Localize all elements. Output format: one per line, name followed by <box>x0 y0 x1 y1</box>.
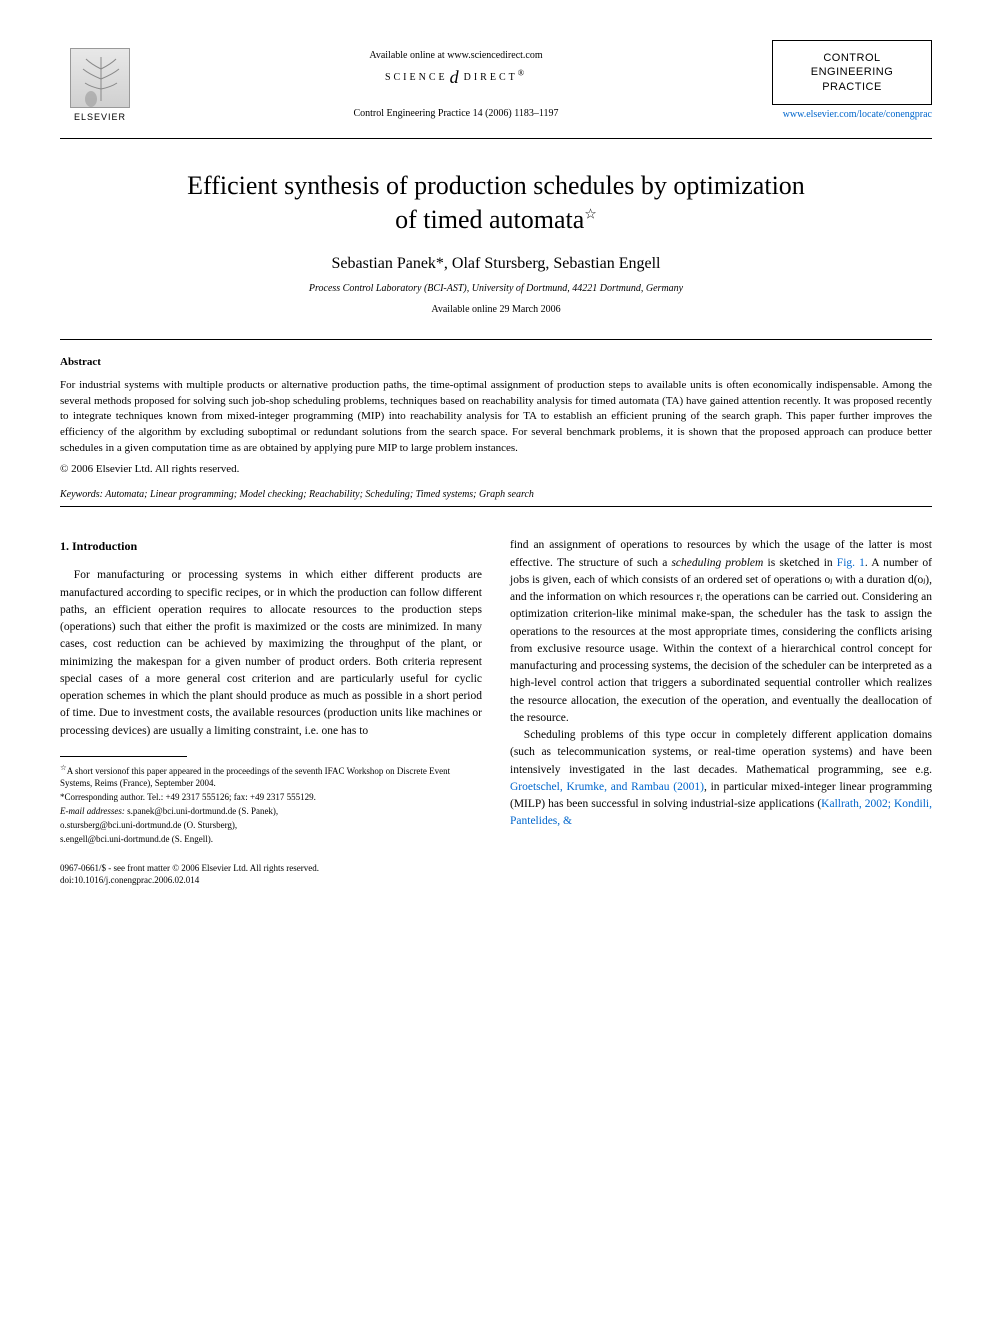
elsevier-logo: ELSEVIER <box>60 40 140 130</box>
affiliation: Process Control Laboratory (BCI-AST), Un… <box>60 283 932 294</box>
footnote-emails: E-mail addresses: s.panek@bci.uni-dortmu… <box>60 805 482 817</box>
elsevier-tree-icon <box>70 48 130 108</box>
publication-date: Available online 29 March 2006 <box>60 304 932 315</box>
abstract-heading: Abstract <box>60 356 932 368</box>
science-direct-logo: SCIENCEdDIRECT® <box>140 67 772 88</box>
footnote-star-text: A short versionof this paper appeared in… <box>60 766 450 788</box>
authors: Sebastian Panek*, Olaf Stursberg, Sebast… <box>60 255 932 273</box>
body-columns: 1. Introduction For manufacturing or pro… <box>60 537 932 886</box>
email-3: s.engell@bci.uni-dortmund.de (S. Engell)… <box>60 833 482 845</box>
keywords: Keywords: Automata; Linear programming; … <box>60 489 932 500</box>
header-rule <box>60 138 932 139</box>
footnote-corresponding: *Corresponding author. Tel.: +49 2317 55… <box>60 791 482 803</box>
ref-groetschel[interactable]: Groetschel, Krumke, and Rambau (2001) <box>510 781 704 793</box>
journal-reference: Control Engineering Practice 14 (2006) 1… <box>140 108 772 119</box>
center-header: Available online at www.sciencedirect.co… <box>140 40 772 119</box>
publisher-name: ELSEVIER <box>74 112 126 122</box>
right-column: find an assignment of operations to reso… <box>510 537 932 886</box>
title-note-symbol: ☆ <box>584 207 597 222</box>
journal-box-wrap: CONTROL ENGINEERING PRACTICE www.elsevie… <box>772 40 932 120</box>
r-p2a: Scheduling problems of this type occur i… <box>510 729 932 776</box>
intro-paragraph-1-cont: find an assignment of operations to reso… <box>510 537 932 727</box>
email-2: o.stursberg@bci.uni-dortmund.de (O. Stur… <box>60 819 482 831</box>
abstract-top-rule <box>60 339 932 340</box>
r-p1d: . A number of jobs is given, each of whi… <box>510 557 932 724</box>
journal-link[interactable]: www.elsevier.com/locate/conengprac <box>772 109 932 120</box>
title-line1: Efficient synthesis of production schedu… <box>187 171 805 200</box>
footnotes: ☆A short versionof this paper appeared i… <box>60 763 482 846</box>
header-row: ELSEVIER Available online at www.science… <box>60 40 932 130</box>
sd-at-icon: d <box>450 67 462 88</box>
footnote-rule <box>60 756 187 757</box>
intro-paragraph-2: Scheduling problems of this type occur i… <box>510 727 932 831</box>
journal-name-1: CONTROL ENGINEERING <box>787 51 917 80</box>
section-1-heading: 1. Introduction <box>60 537 482 555</box>
fig-1-ref[interactable]: Fig. 1 <box>837 557 865 569</box>
title-line2: of timed automata <box>395 205 584 234</box>
email-1: s.panek@bci.uni-dortmund.de (S. Panek), <box>125 806 278 816</box>
footer-meta: 0967-0661/$ - see front matter © 2006 El… <box>60 862 482 886</box>
article-title: Efficient synthesis of production schedu… <box>60 169 932 237</box>
journal-name-2: PRACTICE <box>787 80 917 94</box>
keywords-text: Automata; Linear programming; Model chec… <box>103 489 534 500</box>
copyright: © 2006 Elsevier Ltd. All rights reserved… <box>60 463 932 475</box>
abstract-bottom-rule <box>60 506 932 507</box>
journal-box: CONTROL ENGINEERING PRACTICE <box>772 40 932 105</box>
doi-line: doi:10.1016/j.conengprac.2006.02.014 <box>60 874 482 886</box>
footnote-star: ☆A short versionof this paper appeared i… <box>60 763 482 789</box>
issn-line: 0967-0661/$ - see front matter © 2006 El… <box>60 862 482 874</box>
email-label: E-mail addresses: <box>60 806 125 816</box>
intro-paragraph-1: For manufacturing or processing systems … <box>60 567 482 740</box>
sd-right: DIRECT <box>464 72 518 83</box>
left-column: 1. Introduction For manufacturing or pro… <box>60 537 482 886</box>
keywords-label: Keywords: <box>60 489 103 500</box>
r-p1c: is sketched in <box>763 557 836 569</box>
available-online-text: Available online at www.sciencedirect.co… <box>140 50 772 61</box>
sd-left: SCIENCE <box>385 72 448 83</box>
abstract-body: For industrial systems with multiple pro… <box>60 379 932 455</box>
abstract-text: For industrial systems with multiple pro… <box>60 378 932 458</box>
r-p1b: scheduling problem <box>671 557 763 569</box>
